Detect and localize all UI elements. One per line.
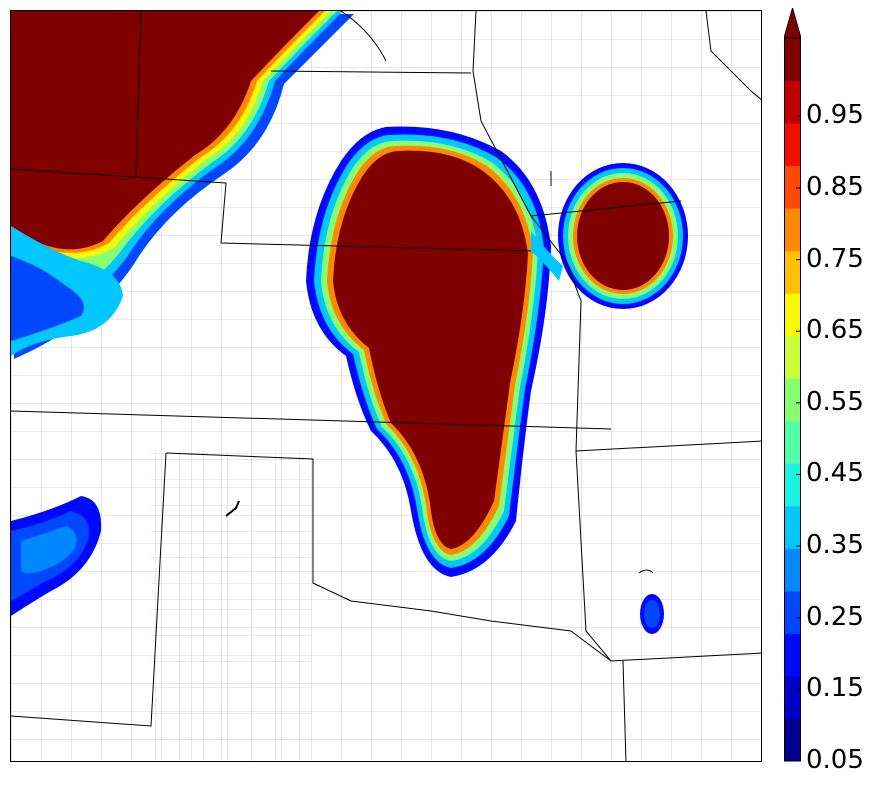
blob-connector <box>531 231 563 281</box>
lake-feature <box>225 500 240 517</box>
colorbar-segment <box>784 590 801 634</box>
colorbar-segment <box>784 250 801 294</box>
colorbar-segment <box>784 293 801 337</box>
southwest-probability-region <box>11 496 102 616</box>
northwest-probability-region <box>11 11 354 359</box>
colorbar-segment <box>784 420 801 464</box>
map-panel <box>10 10 762 762</box>
colorbar-border <box>784 37 801 762</box>
colorbar-segment <box>784 123 801 167</box>
colorbar <box>784 8 801 762</box>
colorbar-extend-arrow <box>784 8 801 39</box>
probability-map <box>11 11 761 761</box>
colorbar-segment <box>784 335 801 379</box>
colorbar-segment <box>784 208 801 252</box>
central-probability-region <box>306 126 551 577</box>
colorbar-tick-label: 0.55 <box>806 386 864 417</box>
colorbar-segment <box>784 80 801 124</box>
colorbar-segment <box>784 505 801 549</box>
state-borders <box>11 11 761 761</box>
county-lines-colorado <box>151 451 311 761</box>
colorbar-tick-label: 0.15 <box>806 673 864 704</box>
colorbar-tick-label: 0.25 <box>806 601 864 632</box>
eastern-probability-region <box>558 163 688 309</box>
colorbar-tick-label: 0.35 <box>806 530 864 561</box>
colorbar-tick-label: 0.85 <box>806 171 864 202</box>
colorbar-tick-label: 0.75 <box>806 243 864 274</box>
colorbar-tick-label: 0.05 <box>806 745 864 775</box>
colorbar-tick-label: 0.65 <box>806 315 864 346</box>
colorbar-segment <box>784 463 801 507</box>
colorbar-segment <box>784 378 801 422</box>
colorbar-segment <box>784 675 801 719</box>
colorbar-segment <box>784 548 801 592</box>
colorbar-tick-label: 0.95 <box>806 100 864 131</box>
colorbar-segment <box>784 633 801 677</box>
colorbar-segment <box>784 38 801 82</box>
colorbar-segment <box>784 718 801 762</box>
colorbar-segment <box>784 165 801 209</box>
colorbar-tick-label: 0.45 <box>806 458 864 489</box>
